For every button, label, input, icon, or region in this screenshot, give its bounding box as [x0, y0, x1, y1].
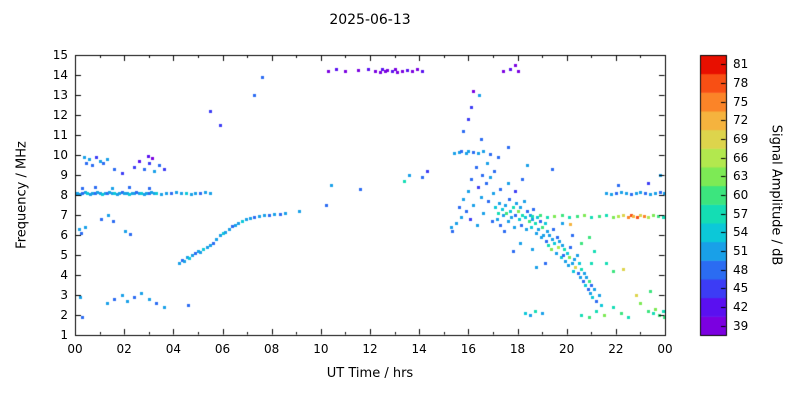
colorbar-tick-label: 63 [733, 169, 749, 184]
colorbar-tick-label: 66 [733, 150, 749, 165]
y-tick-label: 1 [60, 328, 68, 342]
y-tick-label: 13 [52, 88, 68, 102]
x-tick-label: 20 [559, 342, 575, 356]
y-tick-label: 10 [52, 148, 68, 162]
colorbar-tick-label: 39 [733, 318, 749, 333]
colorbar-tick-label: 45 [733, 281, 749, 296]
x-tick-label: 14 [411, 342, 427, 356]
colorbar-tick-label: 69 [733, 132, 749, 146]
x-tick-label: 08 [264, 342, 280, 356]
y-tick-label: 7 [60, 208, 68, 222]
x-tick-label: 06 [214, 342, 231, 356]
y-tick-label: 12 [52, 108, 68, 122]
y-tick-label: 14 [52, 68, 68, 82]
x-tick-label: 18 [509, 342, 526, 356]
x-tick-label: 16 [460, 342, 476, 356]
x-tick-label: 04 [165, 342, 181, 356]
colorbar-tick-label: 78 [733, 76, 749, 90]
colorbar-tick-label: 75 [733, 94, 749, 109]
colorbar-tick-label: 57 [733, 206, 749, 221]
y-tick-label: 15 [52, 48, 68, 62]
x-tick-label: 10 [313, 342, 329, 356]
x-tick-label: 00 [657, 342, 673, 356]
colorbar-label: Signal Amplitude / dB [768, 124, 784, 266]
colorbar-tick-label: 48 [733, 262, 749, 277]
y-tick-label: 11 [52, 128, 68, 142]
x-tick-label: 00 [67, 342, 83, 356]
colorbar-tick-label: 81 [733, 57, 749, 72]
y-tick-label: 3 [60, 288, 68, 302]
y-tick-label: 4 [60, 268, 68, 282]
chart-title: 2025-06-13 [329, 12, 411, 28]
y-tick-label: 5 [60, 248, 68, 262]
x-axis-label: UT Time / hrs [326, 366, 414, 381]
colorbar-tick-label: 42 [733, 300, 749, 314]
y-tick-label: 8 [60, 188, 68, 202]
colorbar-tick-label: 54 [733, 225, 749, 240]
y-tick-label: 9 [60, 168, 68, 182]
y-tick-label: 2 [60, 308, 68, 322]
y-tick-label: 6 [60, 228, 68, 242]
x-tick-label: 12 [362, 342, 378, 356]
x-tick-label: 22 [608, 342, 624, 356]
colorbar-tick-label: 51 [733, 244, 749, 258]
x-tick-label: 02 [116, 342, 132, 356]
colorbar-tick-label: 72 [733, 113, 749, 128]
y-axis-label: Frequency / MHz [14, 141, 30, 249]
colorbar-tick-label: 60 [733, 188, 749, 202]
